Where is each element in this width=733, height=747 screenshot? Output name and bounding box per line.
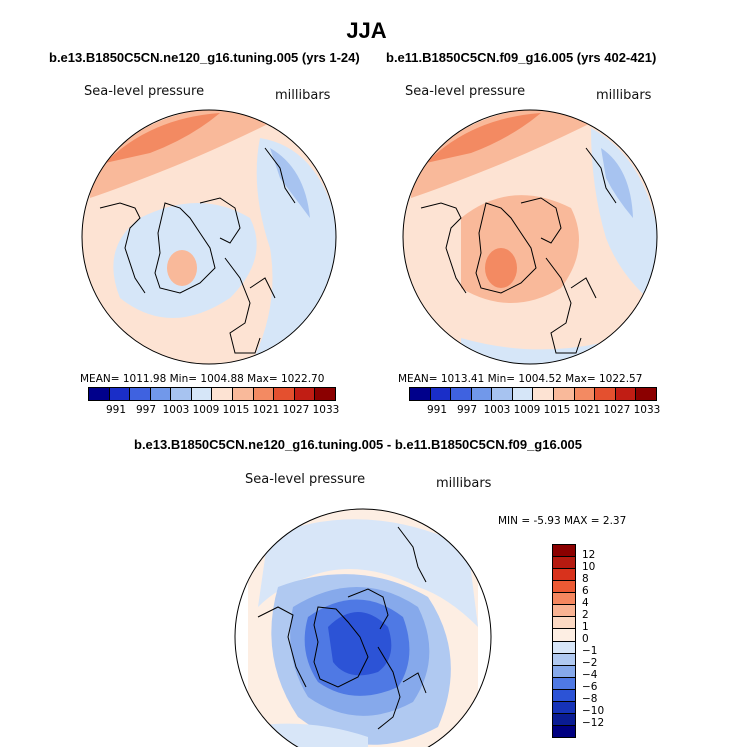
colorbar-tick-label: 2	[582, 609, 589, 621]
colorbar-tick-label: 0	[582, 633, 589, 645]
colorbar-swatch	[315, 388, 335, 400]
colorbar-tick-label: 1033	[312, 404, 340, 416]
colorbar-swatch	[553, 725, 575, 737]
colorbar-tick-label: −10	[582, 705, 605, 717]
colorbar-swatch	[471, 388, 493, 400]
panel1-stats: MEAN= 1011.98 Min= 1004.88 Max= 1022.70	[80, 373, 325, 385]
colorbar-swatch	[636, 388, 656, 400]
colorbar-tick-label: 8	[582, 573, 589, 585]
colorbar-tick-label: 1015	[543, 404, 571, 416]
colorbar-swatch	[253, 388, 275, 400]
panel2-map	[402, 109, 658, 365]
colorbar-swatch	[191, 388, 213, 400]
colorbar-swatch	[109, 388, 131, 400]
colorbar-swatch	[212, 388, 234, 400]
colorbar-swatch	[553, 665, 575, 678]
colorbar-swatch	[553, 605, 575, 618]
panel2-units-label: millibars	[596, 88, 652, 103]
panel2-variable-label: Sea-level pressure	[405, 84, 526, 99]
colorbar-tick-label: 1027	[282, 404, 310, 416]
panel3-colorbar-ticks: 12 10 8 6 4 2 1 0 −1 −2 −4 −6 −8 −10 −12	[582, 544, 622, 736]
colorbar-swatch	[553, 701, 575, 714]
colorbar-swatch	[171, 388, 192, 400]
panel1-colorbar	[88, 387, 336, 401]
colorbar-tick-label: −12	[582, 717, 605, 729]
colorbar-tick-label: 1021	[573, 404, 601, 416]
panel2-colorbar-ticks: 991 997 1003 1009 1015 1021 1027 1033	[422, 404, 662, 416]
colorbar-swatch	[451, 388, 472, 400]
colorbar-tick-label: 997	[456, 404, 478, 416]
colorbar-tick-label: 12	[582, 549, 596, 561]
panel1-units-label: millibars	[275, 88, 331, 103]
colorbar-swatch	[554, 388, 575, 400]
panel2-colorbar	[409, 387, 657, 401]
colorbar-tick-label: 4	[582, 597, 589, 609]
colorbar-tick-label: −4	[582, 669, 598, 681]
colorbar-swatch	[553, 653, 575, 666]
panel3-colorbar	[552, 544, 576, 738]
colorbar-swatch	[233, 388, 254, 400]
colorbar-swatch	[89, 388, 110, 400]
colorbar-swatch	[553, 545, 575, 558]
colorbar-swatch	[492, 388, 513, 400]
colorbar-swatch	[553, 713, 575, 726]
colorbar-swatch	[553, 569, 575, 582]
colorbar-swatch	[553, 593, 575, 606]
panel3-units-label: millibars	[436, 476, 492, 491]
colorbar-tick-label: −2	[582, 657, 598, 669]
colorbar-swatch	[150, 388, 172, 400]
panel3-subtitle: b.e13.B1850C5CN.ne120_g16.tuning.005 - b…	[134, 437, 583, 452]
colorbar-swatch	[553, 557, 575, 570]
colorbar-swatch	[553, 629, 575, 642]
panel1-variable-label: Sea-level pressure	[84, 84, 205, 99]
colorbar-tick-label: −8	[582, 693, 598, 705]
colorbar-tick-label: 1	[582, 621, 589, 633]
panel3-stats: MIN = -5.93 MAX = 2.37	[498, 515, 627, 527]
colorbar-tick-label: 991	[105, 404, 127, 416]
colorbar-tick-label: 6	[582, 585, 589, 597]
colorbar-swatch	[130, 388, 151, 400]
colorbar-tick-label: 997	[135, 404, 157, 416]
colorbar-swatch	[553, 581, 575, 594]
colorbar-tick-label: 1003	[162, 404, 190, 416]
colorbar-swatch	[553, 617, 575, 630]
panel1-map	[81, 109, 337, 365]
panel3-variable-label: Sea-level pressure	[245, 472, 366, 487]
colorbar-swatch	[553, 677, 575, 690]
panel2-subtitle: b.e11.B1850C5CN.f09_g16.005 (yrs 402-421…	[386, 50, 657, 65]
colorbar-tick-label: 1021	[252, 404, 280, 416]
panel1-colorbar-ticks: 991 997 1003 1009 1015 1021 1027 1033	[101, 404, 341, 416]
panel1-subtitle: b.e13.B1850C5CN.ne120_g16.tuning.005 (yr…	[49, 50, 360, 65]
colorbar-tick-label: 1033	[633, 404, 661, 416]
colorbar-swatch	[553, 689, 575, 702]
colorbar-swatch	[430, 388, 452, 400]
colorbar-swatch	[512, 388, 534, 400]
colorbar-tick-label: −6	[582, 681, 598, 693]
colorbar-tick-label: −1	[582, 645, 598, 657]
colorbar-swatch	[553, 641, 575, 654]
panel3-map	[234, 508, 492, 747]
colorbar-tick-label: 991	[426, 404, 448, 416]
colorbar-swatch	[574, 388, 596, 400]
colorbar-swatch	[533, 388, 555, 400]
colorbar-swatch	[595, 388, 616, 400]
colorbar-swatch	[410, 388, 431, 400]
colorbar-tick-label: 1003	[483, 404, 511, 416]
colorbar-tick-label: 1009	[192, 404, 220, 416]
colorbar-tick-label: 1015	[222, 404, 250, 416]
panel2-stats: MEAN= 1013.41 Min= 1004.52 Max= 1022.57	[398, 373, 643, 385]
colorbar-swatch	[294, 388, 316, 400]
figure-title: JJA	[346, 18, 387, 43]
colorbar-tick-label: 1027	[603, 404, 631, 416]
colorbar-tick-label: 1009	[513, 404, 541, 416]
colorbar-swatch	[615, 388, 637, 400]
colorbar-tick-label: 10	[582, 561, 596, 573]
colorbar-swatch	[274, 388, 295, 400]
